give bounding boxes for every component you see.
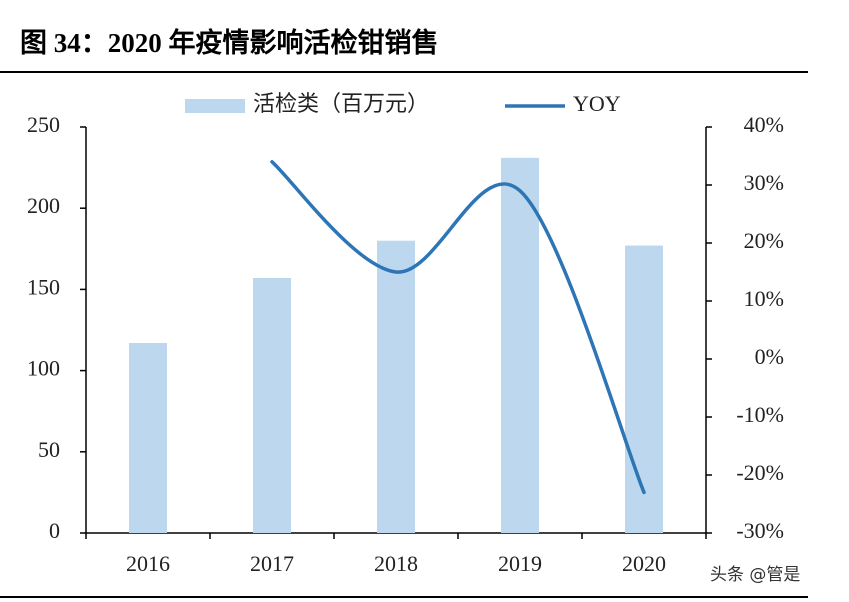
bar: [129, 342, 167, 533]
watermark: 头条 @管是: [710, 565, 800, 585]
y2-tick-label: 0%: [755, 344, 784, 369]
yoy-line: [270, 160, 646, 495]
y2-tick-label: 30%: [744, 170, 784, 195]
legend-label: YOY: [573, 91, 621, 116]
x-tick-label: 2019: [498, 551, 542, 576]
chart-title: 图 34：2020 年疫情影响活检钳销售: [20, 27, 439, 58]
legend-swatch: [185, 99, 245, 113]
x-tick-label: 2018: [374, 551, 418, 576]
bar: [625, 245, 663, 533]
y2-tick-label: -20%: [736, 460, 784, 485]
y2-tick-label: 20%: [744, 228, 784, 253]
x-tick-label: 2020: [622, 551, 666, 576]
y-tick-label: 200: [27, 193, 60, 218]
y2-tick-label: -30%: [736, 518, 784, 543]
y-tick-label: 150: [27, 274, 60, 299]
x-tick-label: 2016: [126, 551, 170, 576]
bar: [501, 157, 539, 533]
y-tick-label: 250: [27, 112, 60, 137]
y2-tick-label: 10%: [744, 286, 784, 311]
bar: [377, 240, 415, 533]
legend-label: 活检类（百万元）: [253, 91, 429, 116]
y-tick-label: 100: [27, 356, 60, 381]
x-tick-label: 2017: [250, 551, 294, 576]
y2-tick-label: -10%: [736, 402, 784, 427]
y-tick-label: 50: [38, 437, 60, 462]
y2-tick-label: 40%: [744, 112, 784, 137]
y-tick-label: 0: [49, 518, 60, 543]
bar: [253, 278, 291, 533]
